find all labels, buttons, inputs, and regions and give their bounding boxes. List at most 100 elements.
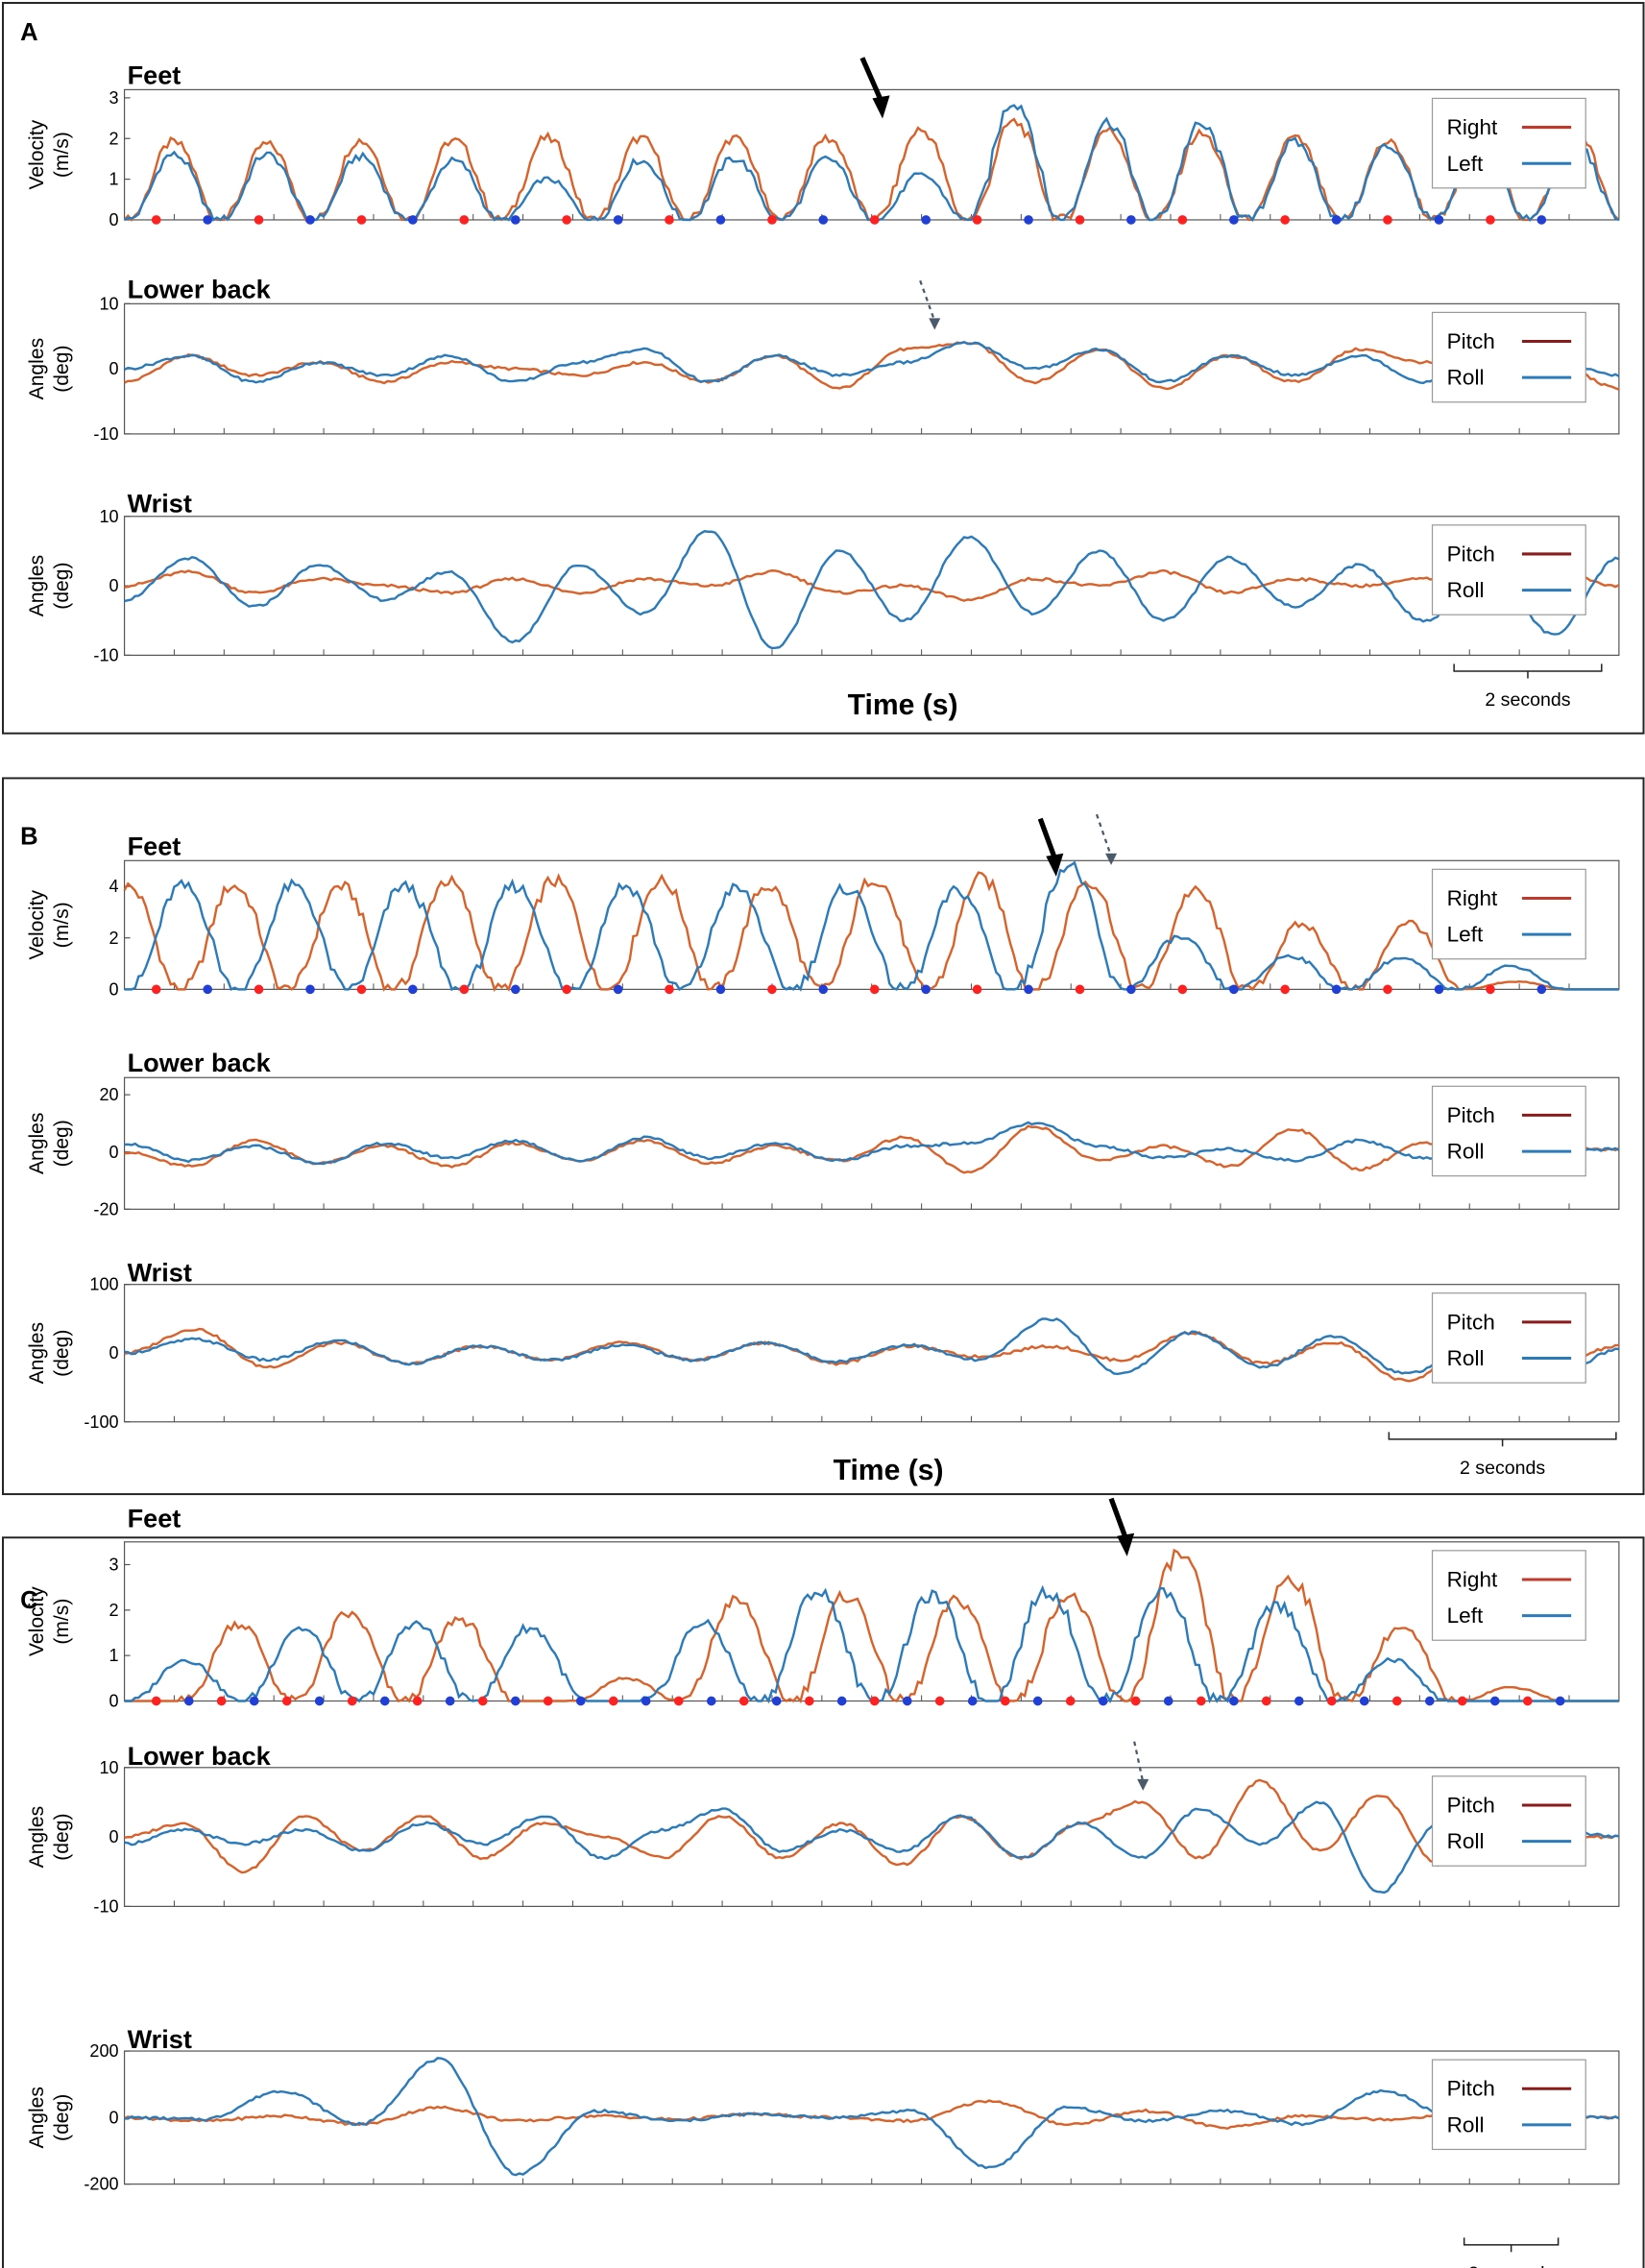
axes-box bbox=[123, 2050, 1620, 2185]
series-line-roll bbox=[124, 530, 1620, 650]
y-axis-label: Angles bbox=[26, 555, 48, 616]
gait-event-dot bbox=[1126, 215, 1136, 225]
y-tick-label: -200 bbox=[84, 2175, 118, 2194]
legend: Pitch Roll bbox=[1431, 524, 1586, 615]
gait-event-dot bbox=[459, 215, 470, 225]
gait-event-dot bbox=[543, 1696, 553, 1706]
gait-event-dot bbox=[613, 984, 623, 995]
gait-event-dot bbox=[408, 215, 418, 225]
y-axis-label: Velocity bbox=[26, 119, 48, 189]
gait-event-dot bbox=[771, 1696, 782, 1706]
gait-event-dot bbox=[641, 1696, 651, 1706]
legend-box bbox=[1431, 311, 1586, 403]
y-tick-label: 4 bbox=[109, 877, 118, 896]
y-tick-label: 0 bbox=[109, 1343, 118, 1363]
gait-event-dot bbox=[608, 1696, 618, 1706]
subplot-title: Wrist bbox=[128, 488, 192, 518]
y-axis-unit: (m/s) bbox=[51, 132, 73, 178]
y-axis-unit: (deg) bbox=[51, 346, 73, 393]
gait-event-dot bbox=[459, 984, 470, 995]
axes-box bbox=[123, 859, 1620, 990]
series-line-pitch bbox=[124, 1124, 1620, 1174]
y-tick-label: 10 bbox=[99, 294, 118, 313]
legend-box bbox=[1431, 97, 1586, 189]
y-axis-unit: (deg) bbox=[51, 562, 73, 609]
legend-label: Left bbox=[1447, 152, 1484, 176]
y-tick-label: -100 bbox=[84, 1412, 118, 1432]
legend-label: Pitch bbox=[1447, 2077, 1495, 2101]
gait-event-dot bbox=[1457, 1696, 1467, 1706]
gait-event-dot bbox=[1261, 1696, 1271, 1706]
series-line-left bbox=[124, 860, 1619, 992]
gait-event-dot bbox=[379, 1696, 390, 1706]
y-axis-label: Angles bbox=[26, 338, 48, 399]
legend-label: Right bbox=[1447, 886, 1498, 910]
legend-label: Pitch bbox=[1447, 1310, 1495, 1334]
gait-event-dot bbox=[1331, 215, 1342, 225]
series-line-roll bbox=[124, 1121, 1620, 1166]
y-axis-unit: (deg) bbox=[51, 1330, 73, 1377]
dashed-arrow-head bbox=[1137, 1778, 1149, 1791]
series-line-roll bbox=[124, 2057, 1620, 2177]
subplot-feet: Feet Velocity (m/s) 0 2 4 Right Left bbox=[26, 831, 1620, 999]
legend-box bbox=[1431, 1292, 1586, 1384]
y-tick-label: 100 bbox=[89, 1275, 118, 1294]
gait-event-dot bbox=[715, 984, 726, 995]
y-axis-label: Angles bbox=[26, 1113, 48, 1174]
panel-A: A Feet Velocity (m/s) 0 1 2 3 Right Left Lower bac… bbox=[2, 2, 1645, 735]
series-line-pitch bbox=[124, 1327, 1619, 1383]
legend-box bbox=[1431, 2059, 1586, 2151]
gait-event-dot bbox=[203, 984, 213, 995]
series-line-pitch bbox=[124, 341, 1620, 391]
legend: Pitch Roll bbox=[1431, 2059, 1586, 2151]
legend-label: Right bbox=[1447, 115, 1498, 139]
gait-event-dot bbox=[151, 984, 161, 995]
gait-event-dot bbox=[347, 1696, 357, 1706]
gait-event-dot bbox=[1177, 984, 1188, 995]
legend: Right Left bbox=[1431, 97, 1586, 189]
series-line-right bbox=[123, 117, 1620, 222]
legend: Right Left bbox=[1431, 868, 1586, 960]
subplot-title: Wrist bbox=[128, 1258, 192, 1288]
gait-event-dot bbox=[1196, 1696, 1206, 1706]
gait-event-dot bbox=[673, 1696, 684, 1706]
gait-event-dot bbox=[1331, 984, 1342, 995]
gait-event-dot bbox=[1126, 984, 1136, 995]
y-tick-label: 2 bbox=[109, 1601, 118, 1620]
gait-event-dot bbox=[1280, 215, 1290, 225]
y-tick-label: 1 bbox=[109, 170, 118, 189]
gait-event-dot bbox=[510, 984, 520, 995]
y-axis-label: Angles bbox=[26, 2087, 48, 2148]
subplot-wrist: Wrist Angles (deg) -200 0 200 Pitch Roll bbox=[26, 2024, 1620, 2194]
gait-event-dot bbox=[1383, 984, 1392, 995]
gait-event-dot bbox=[1486, 215, 1495, 225]
gait-event-dot bbox=[1294, 1696, 1304, 1706]
gait-event-dot bbox=[305, 215, 315, 225]
gait-event-dot bbox=[1075, 215, 1085, 225]
y-tick-label: 0 bbox=[109, 2108, 118, 2127]
gait-event-dot bbox=[1032, 1696, 1043, 1706]
panel-frame bbox=[2, 2, 1645, 735]
legend-label: Roll bbox=[1447, 366, 1485, 390]
panel-frame bbox=[2, 777, 1645, 1496]
gait-event-dot bbox=[972, 984, 982, 995]
dashed-arrow bbox=[1133, 1741, 1145, 1783]
y-tick-label: 0 bbox=[109, 576, 118, 595]
gait-event-dot bbox=[818, 984, 829, 995]
dashed-arrow-head bbox=[929, 318, 941, 330]
legend-label: Left bbox=[1447, 923, 1484, 947]
gait-event-dot bbox=[314, 1696, 325, 1706]
y-tick-label: 1 bbox=[109, 1646, 118, 1665]
gait-event-dot bbox=[804, 1696, 814, 1706]
legend: Pitch Roll bbox=[1431, 1292, 1586, 1384]
gait-event-dot bbox=[972, 215, 982, 225]
gait-event-dot bbox=[1434, 984, 1444, 995]
gait-event-dot bbox=[869, 984, 880, 995]
y-tick-label: 200 bbox=[89, 2041, 118, 2061]
y-axis-unit: (m/s) bbox=[51, 1599, 73, 1645]
gait-event-dot bbox=[1383, 215, 1392, 225]
y-tick-label: 10 bbox=[99, 507, 118, 526]
gait-event-dot bbox=[254, 215, 264, 225]
legend-label: Roll bbox=[1447, 2112, 1485, 2136]
gait-event-dot bbox=[869, 215, 880, 225]
